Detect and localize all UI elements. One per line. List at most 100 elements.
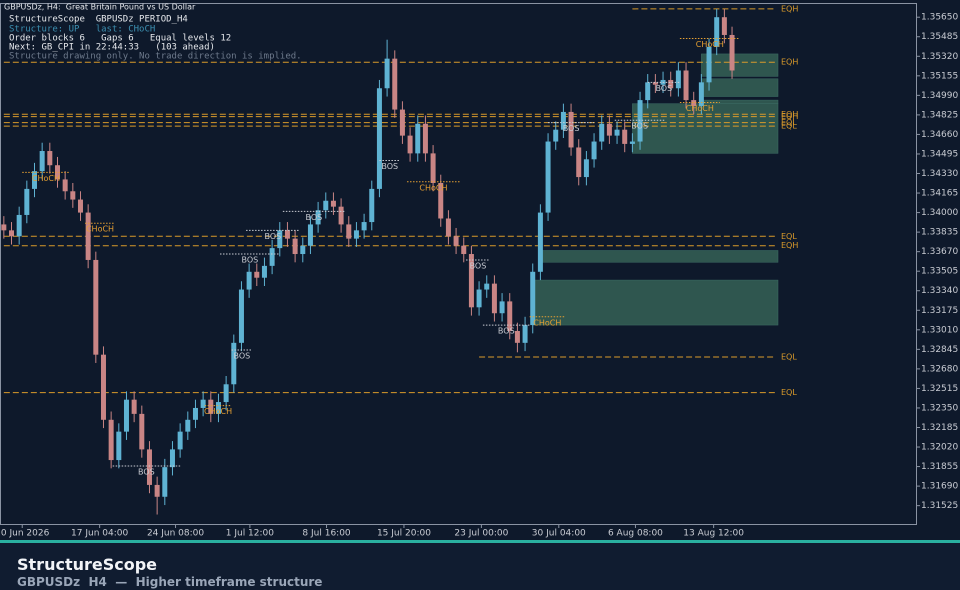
y-tick-label: 1.32680 xyxy=(921,364,958,374)
candle-body xyxy=(461,245,467,255)
structure-label: BOS xyxy=(138,467,155,476)
info-line: Structure: UP last: CHoCH xyxy=(9,25,155,35)
y-tick-label: 1.31855 xyxy=(921,462,958,472)
structure-label: CHoCH xyxy=(533,318,561,327)
candle-body xyxy=(1,224,7,231)
candle-body xyxy=(330,200,336,207)
candle-body xyxy=(93,259,99,355)
structure-label: BOS xyxy=(381,162,398,171)
y-tick-label: 1.34990 xyxy=(921,91,958,101)
candle-body xyxy=(177,431,183,450)
equal-level-label: EQH xyxy=(781,58,798,67)
candle-body xyxy=(668,79,674,89)
candle-body xyxy=(116,431,122,461)
candle-body xyxy=(407,135,413,154)
candle-body xyxy=(284,230,290,239)
order-block xyxy=(632,103,779,154)
x-tick-label: 8 Jul 16:00 xyxy=(302,529,351,539)
candle-body xyxy=(422,123,428,154)
candle-body xyxy=(108,419,114,461)
structure-label: BOS xyxy=(233,351,250,360)
x-tick-label: 23 Jul 00:00 xyxy=(454,529,508,539)
candle-body xyxy=(683,70,689,101)
chart: GBPUSDz, H4: Great Britain Pound vs US D… xyxy=(0,3,958,539)
candle-body xyxy=(576,147,582,178)
candle-body xyxy=(721,17,727,35)
candle-body xyxy=(62,179,68,192)
structure-label: CHoCH xyxy=(419,183,447,192)
candle-body xyxy=(100,354,106,420)
x-tick-label: 6 Aug 08:00 xyxy=(608,529,663,539)
y-tick-label: 1.34825 xyxy=(921,110,958,120)
y-tick-label: 1.34495 xyxy=(921,149,958,159)
structure-label: CHoCH xyxy=(204,407,232,416)
candle-body xyxy=(675,70,681,89)
y-tick-label: 1.32185 xyxy=(921,423,958,433)
candle-body xyxy=(530,271,536,326)
candle-body xyxy=(591,141,597,160)
candle-body xyxy=(499,301,505,314)
candle-body xyxy=(246,271,252,290)
candle-body xyxy=(300,245,306,255)
equal-level-label: EQL xyxy=(781,388,797,397)
candle-body xyxy=(583,159,589,178)
candle-body xyxy=(154,484,160,497)
candle-body xyxy=(522,325,528,343)
candle-body xyxy=(560,111,566,130)
candle-body xyxy=(606,123,612,136)
equal-level-label: EQL xyxy=(781,122,797,131)
candle-body xyxy=(338,206,344,225)
candle-body xyxy=(277,230,283,249)
candle-body xyxy=(292,238,298,255)
candle-body xyxy=(438,182,444,219)
info-line: StructureScope GBPUSDz PERIOD_H4 xyxy=(9,15,188,25)
candle-body xyxy=(8,230,14,237)
y-tick-label: 1.34165 xyxy=(921,189,958,199)
candle-body xyxy=(223,384,229,403)
candle-body xyxy=(568,111,574,148)
candle-body xyxy=(315,210,321,225)
y-tick-label: 1.35485 xyxy=(921,32,958,42)
candle-body xyxy=(47,151,53,166)
candle-body xyxy=(369,188,375,223)
candle-body xyxy=(139,413,145,450)
candle-body xyxy=(54,165,60,180)
y-tick-label: 1.35155 xyxy=(921,71,958,81)
structure-label: BOS xyxy=(655,84,672,93)
candle-body xyxy=(192,407,198,420)
info-line: Order blocks 6 Gaps 6 Equal levels 12 xyxy=(9,34,231,44)
candle-body xyxy=(376,88,382,189)
structure-label: BOS xyxy=(306,213,323,222)
y-tick-label: 1.33505 xyxy=(921,267,958,277)
structure-label: BOS xyxy=(631,122,648,131)
candle-body xyxy=(507,301,513,331)
x-tick-label: 30 Jul 04:00 xyxy=(532,529,586,539)
y-tick-label: 1.34660 xyxy=(921,130,958,140)
candle-body xyxy=(346,224,352,239)
candle-body xyxy=(637,100,643,142)
x-tick-label: 17 Jun 04:00 xyxy=(71,529,128,539)
footer: StructureScope GBPUSDz H4 — Higher timef… xyxy=(0,540,960,590)
candle-body xyxy=(629,141,635,144)
x-tick-label: 24 Jun 08:00 xyxy=(147,529,204,539)
candle-body xyxy=(445,218,451,237)
equal-level-label: EQH xyxy=(781,110,798,119)
candle-body xyxy=(622,129,628,144)
equal-level-label: EQL xyxy=(781,232,797,241)
symbol-caption: GBPUSDz, H4: Great Britain Pound vs US D… xyxy=(4,3,196,12)
info-line: Next: GB_CPI in 22:44:33 (103 ahead) xyxy=(9,43,215,53)
y-tick-label: 1.34330 xyxy=(921,169,958,179)
y-tick-label: 1.32515 xyxy=(921,384,958,394)
candle-body xyxy=(323,200,329,211)
structure-label: CHoCH xyxy=(86,225,114,234)
candle-body xyxy=(353,230,359,239)
y-tick-label: 1.33835 xyxy=(921,228,958,238)
footer-subtitle: GBPUSDz H4 — Higher timeframe structure xyxy=(17,575,323,589)
equal-level-label: EQH xyxy=(781,4,798,13)
candle-body xyxy=(16,214,22,237)
y-tick-label: 1.35650 xyxy=(921,13,958,23)
equal-level-label: EQH xyxy=(781,241,798,250)
candle-body xyxy=(146,449,152,485)
footer-title: StructureScope xyxy=(17,555,158,574)
y-tick-label: 1.32845 xyxy=(921,345,958,355)
